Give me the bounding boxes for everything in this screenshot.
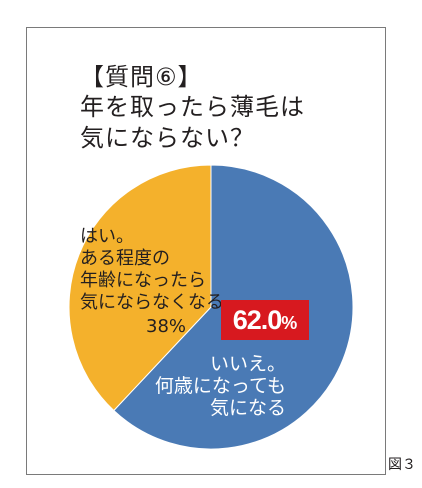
slice-value-no-number: 62.0	[232, 305, 283, 335]
slice-value-no-unit: %	[281, 313, 298, 333]
slice-label-yes-line-1: はい。	[80, 226, 134, 247]
slice-label-yes-line-3: 年齢になったら	[80, 270, 206, 291]
chart-title-line-2: 年を取ったら薄毛は	[80, 93, 305, 121]
chart-title-line-3: 気にならない？	[80, 124, 255, 152]
slice-label-yes-line-4: 気にならなくなる	[80, 292, 224, 313]
figure-label: 図３	[388, 457, 416, 473]
slice-value-no-badge: 62.0%	[221, 300, 309, 340]
slice-label-no: いいえ。 何歳になっても 気になる	[155, 353, 286, 419]
slice-label-yes: はい。 ある程度の 年齢になったら 気にならなくなる	[80, 226, 224, 314]
slice-label-no-line-1: いいえ。	[209, 353, 286, 375]
slice-label-no-line-3: 気になる	[209, 397, 286, 419]
slice-label-yes-line-2: ある程度の	[80, 248, 170, 269]
pie-slice-yes	[68, 164, 212, 412]
slice-value-yes: 38%	[146, 316, 187, 337]
slice-label-no-line-2: 何歳になっても	[154, 375, 286, 397]
chart-title-line-1: 【質問⑥】	[80, 63, 203, 91]
